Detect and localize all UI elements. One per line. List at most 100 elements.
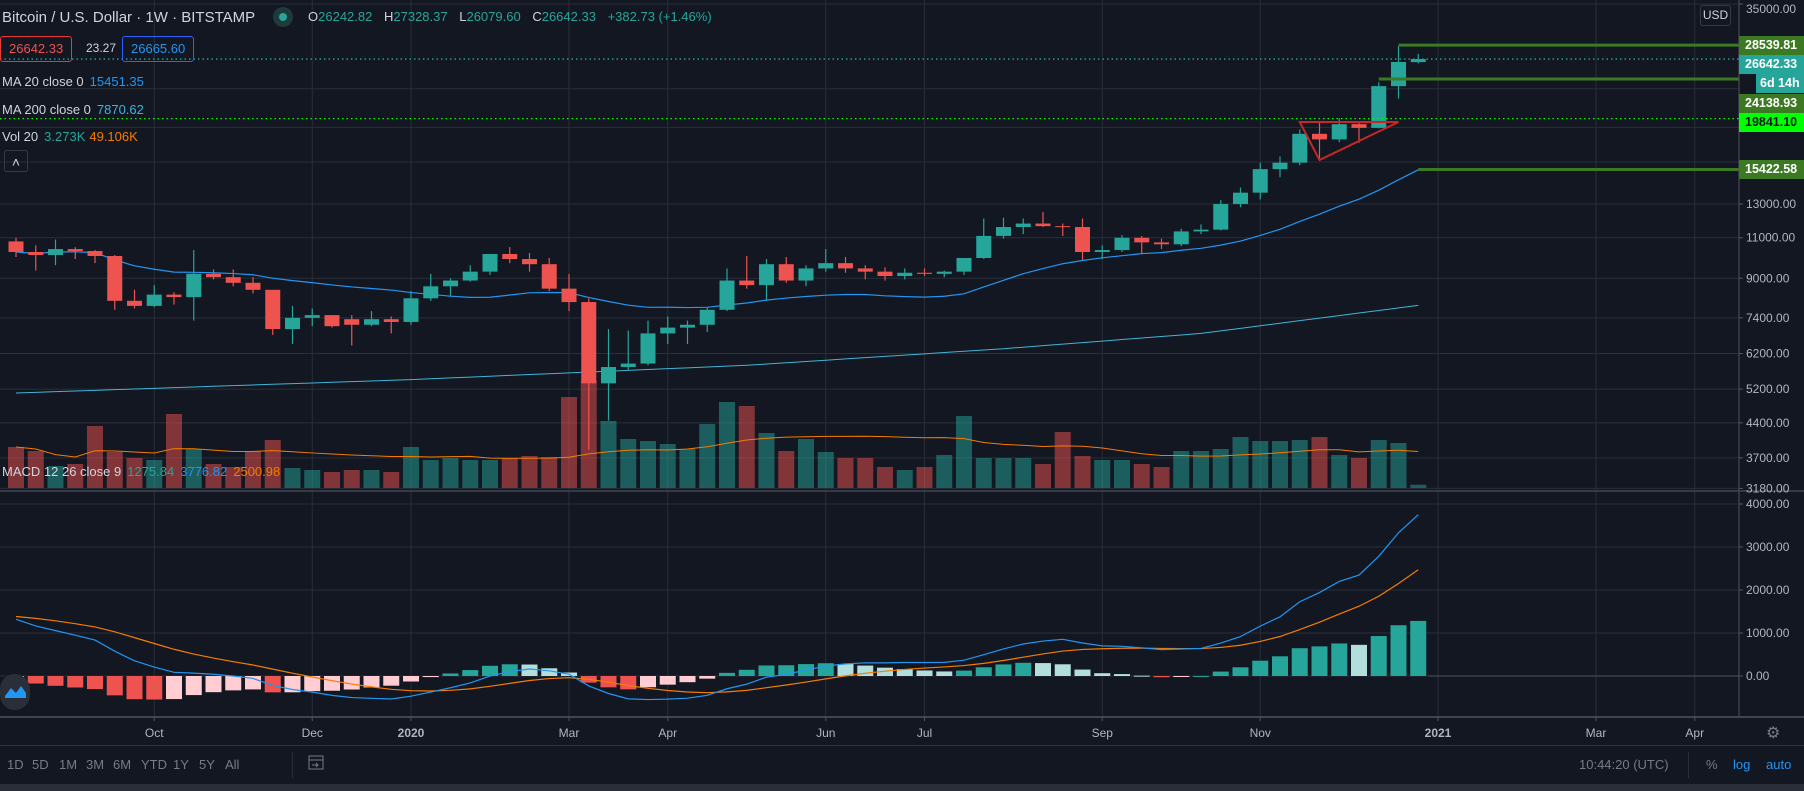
candle[interactable] <box>818 249 834 272</box>
candle[interactable] <box>739 255 755 289</box>
candle[interactable] <box>719 268 735 312</box>
candle[interactable] <box>778 256 794 283</box>
candle[interactable] <box>1075 218 1090 261</box>
range-button-ytd[interactable]: YTD <box>141 757 167 772</box>
candle[interactable] <box>1252 162 1268 200</box>
candle[interactable] <box>186 250 202 321</box>
candle[interactable] <box>561 273 577 312</box>
candle[interactable] <box>1173 228 1189 247</box>
candle[interactable] <box>936 270 952 278</box>
range-button-3m[interactable]: 3M <box>86 757 105 772</box>
candle[interactable] <box>482 253 498 275</box>
candle[interactable] <box>680 320 695 345</box>
clock[interactable]: 10:44:20 (UTC) <box>1579 757 1669 772</box>
candle[interactable] <box>443 278 458 296</box>
candle[interactable] <box>581 298 597 450</box>
log-toggle[interactable]: log <box>1733 757 1751 772</box>
axes[interactable]: 35000.00 13000.00 11000.00 9000.00 7400.00 62… <box>0 0 1804 740</box>
goto-date-icon[interactable] <box>306 752 326 775</box>
candle[interactable] <box>660 316 676 345</box>
percent-toggle[interactable]: % <box>1706 757 1718 772</box>
candle[interactable] <box>383 316 399 334</box>
settings-gear-icon[interactable]: ⚙ <box>1766 725 1781 742</box>
ma200-legend[interactable]: MA 200 close 0 7870.62 <box>2 102 150 118</box>
candle[interactable] <box>1055 223 1071 236</box>
sell-button[interactable]: 26642.33 <box>0 36 73 62</box>
candle[interactable] <box>857 265 873 280</box>
market-status-icon[interactable] <box>273 7 293 27</box>
interval[interactable]: 1W <box>145 9 168 26</box>
candle[interactable] <box>423 273 439 301</box>
candle[interactable] <box>976 218 992 260</box>
candle[interactable] <box>1134 235 1150 254</box>
candle[interactable] <box>1193 224 1209 235</box>
candle[interactable] <box>1154 238 1169 250</box>
candle[interactable] <box>67 247 83 260</box>
candle[interactable] <box>699 307 715 332</box>
candle[interactable] <box>1292 129 1308 166</box>
candle[interactable] <box>206 269 221 280</box>
range-button-all[interactable]: All <box>225 757 240 772</box>
candle[interactable] <box>1114 235 1130 253</box>
candle[interactable] <box>620 330 636 371</box>
candle[interactable] <box>1094 245 1110 260</box>
candle[interactable] <box>225 269 241 287</box>
candle[interactable] <box>838 256 853 273</box>
auto-toggle[interactable]: auto <box>1766 757 1792 772</box>
candle[interactable] <box>127 289 142 309</box>
buy-button[interactable]: 26665.60 <box>122 36 195 62</box>
candle[interactable] <box>146 285 162 308</box>
candle[interactable] <box>1351 122 1367 143</box>
range-button-5y[interactable]: 5Y <box>199 757 215 772</box>
candle[interactable] <box>364 311 379 327</box>
candle[interactable] <box>1015 218 1031 235</box>
candle[interactable] <box>1233 187 1248 208</box>
candle[interactable] <box>502 247 518 264</box>
chart-canvas[interactable]: 35000.00 13000.00 11000.00 9000.00 7400.00 62… <box>0 0 1804 745</box>
candle[interactable] <box>917 268 932 277</box>
candle[interactable] <box>640 320 656 366</box>
candle[interactable] <box>877 267 893 281</box>
candle[interactable] <box>87 250 103 264</box>
candle[interactable] <box>1371 82 1387 129</box>
candle[interactable] <box>8 237 24 257</box>
candle[interactable] <box>403 291 419 325</box>
collapse-legend-button[interactable]: ˄ <box>4 150 28 172</box>
candle[interactable] <box>28 245 44 271</box>
candle[interactable] <box>759 259 774 300</box>
symbol-name[interactable]: Bitcoin / U.S. Dollar <box>2 9 133 26</box>
candle[interactable] <box>956 258 972 275</box>
candle[interactable] <box>285 305 300 345</box>
range-button-1m[interactable]: 1M <box>59 757 78 772</box>
candle[interactable] <box>166 292 182 305</box>
candle[interactable] <box>522 252 537 272</box>
candle[interactable] <box>48 239 63 266</box>
candle[interactable] <box>798 265 814 287</box>
ma20-legend[interactable]: MA 20 close 0 15451.35 <box>2 74 150 90</box>
range-button-1y[interactable]: 1Y <box>173 757 189 772</box>
tradingview-logo-button[interactable] <box>0 674 30 710</box>
range-button-1d[interactable]: 1D <box>7 757 24 772</box>
macd-pane[interactable] <box>8 514 1739 701</box>
candle[interactable] <box>1272 156 1288 178</box>
symbol-title[interactable]: Bitcoin / U.S. Dollar · 1W · BITSTAMP <box>2 9 255 26</box>
range-button-5d[interactable]: 5D <box>32 757 49 772</box>
candle[interactable] <box>541 258 557 292</box>
candle[interactable] <box>996 217 1011 239</box>
candle[interactable] <box>324 315 340 328</box>
price-pane[interactable] <box>0 43 1739 488</box>
candle[interactable] <box>897 268 913 280</box>
candle[interactable] <box>601 329 616 421</box>
candle[interactable] <box>344 315 360 346</box>
candle[interactable] <box>1312 122 1327 160</box>
macd-legend[interactable]: MACD 12 26 close 9 1275.84 3776.82 2500.98 <box>2 464 286 480</box>
currency-button[interactable]: USD <box>1700 5 1731 26</box>
candle[interactable] <box>1035 211 1051 228</box>
candle[interactable] <box>107 254 123 310</box>
candle[interactable] <box>1213 200 1229 231</box>
range-button-6m[interactable]: 6M <box>113 757 132 772</box>
volume-legend[interactable]: Vol 20 3.273K 49.106K <box>2 129 144 145</box>
candle[interactable] <box>265 289 281 335</box>
candle[interactable] <box>462 265 478 282</box>
candle[interactable] <box>245 277 261 294</box>
